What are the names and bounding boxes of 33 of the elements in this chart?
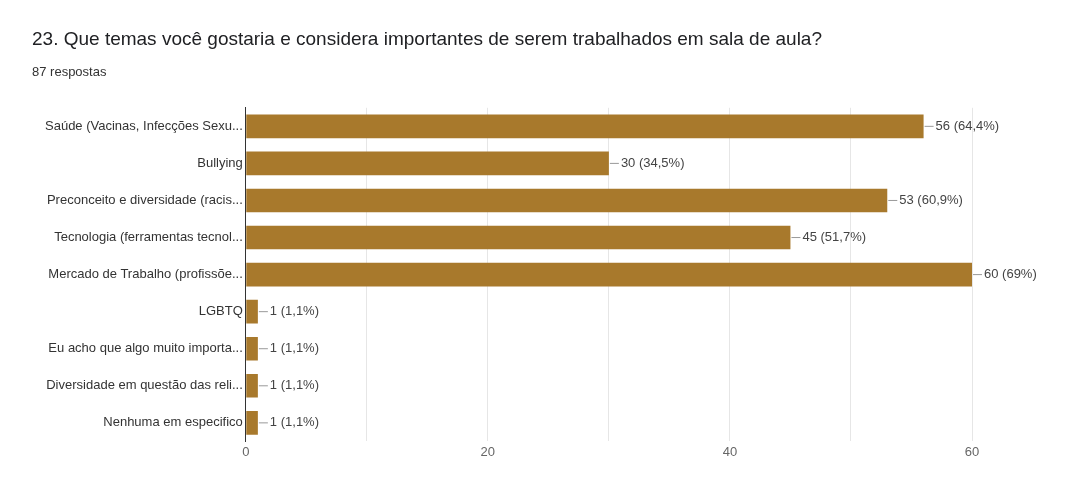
x-tick-label: 0 <box>242 443 250 459</box>
y-tick-label: Bullying <box>197 154 243 170</box>
bar <box>246 114 924 139</box>
data-label: 45 (51,7%) <box>802 229 867 245</box>
data-label: 30 (34,5%) <box>620 154 685 170</box>
data-label: 56 (64,4%) <box>935 117 1000 133</box>
data-label: 1 (1,1%) <box>269 303 320 319</box>
text: 87 respostas <box>32 64 108 79</box>
data-label: 1 (1,1%) <box>269 377 320 393</box>
bar <box>246 188 888 213</box>
chart-title: 23. Que temas você gostaria e considera importantes de serem trabalhados em sala de aula? <box>32 28 823 50</box>
bar <box>246 262 972 287</box>
bar <box>246 411 258 435</box>
y-tick-label: Preconceito e diversidade (racis... <box>46 192 243 208</box>
y-tick-label: Diversidade em questão das reli... <box>46 377 243 393</box>
y-tick-label: Eu acho que algo muito importa... <box>48 340 243 356</box>
y-tick-label: Mercado de Trabalho (profissõe... <box>48 266 243 282</box>
bar <box>246 373 258 398</box>
data-label: 53 (60,9%) <box>899 192 963 208</box>
y-tick-label: Saúde (Vacinas, Infecções Sexu... <box>45 117 243 133</box>
y-tick-label: LGBTQ <box>198 303 243 319</box>
bar <box>246 336 258 361</box>
data-label: 1 (1,1%) <box>269 340 320 356</box>
bar <box>246 151 609 176</box>
y-tick-label: Nenhuma em especifico <box>103 414 243 430</box>
data-label: 60 (69%) <box>984 266 1037 282</box>
data-label: 1 (1,1%) <box>269 414 320 430</box>
x-tick-label: 20 <box>480 443 496 459</box>
x-tick-label: 60 <box>964 443 980 459</box>
y-tick-label: Tecnologia (ferramentas tecnol... <box>54 229 243 245</box>
bar <box>246 299 258 324</box>
bar <box>246 225 791 250</box>
x-tick-label: 40 <box>722 443 738 459</box>
